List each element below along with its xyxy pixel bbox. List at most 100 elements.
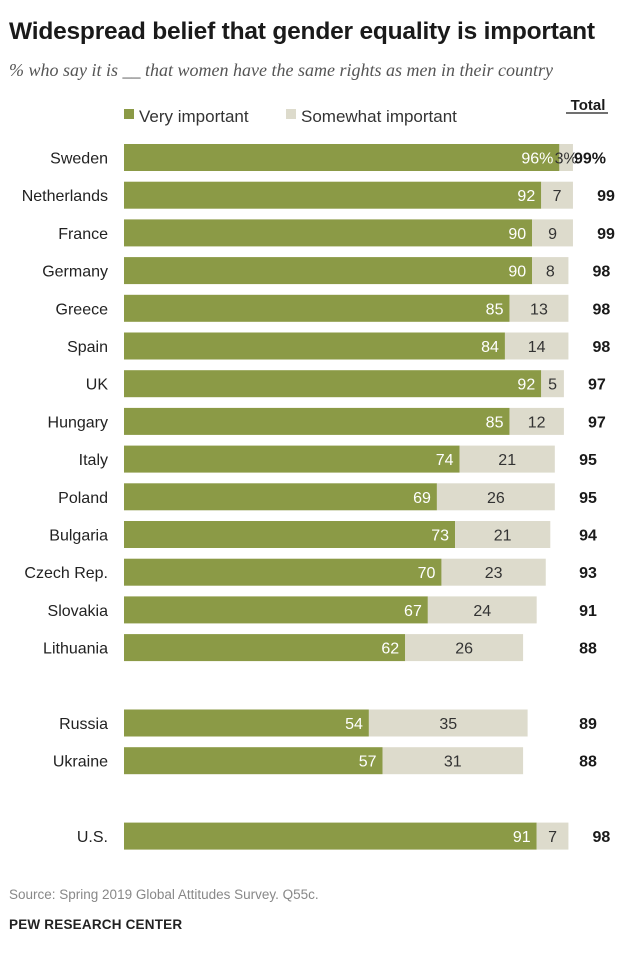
bar-somewhat-lithuania bbox=[405, 634, 524, 662]
country-label-spain: Spain bbox=[67, 339, 108, 356]
legend-label-very: Very important bbox=[139, 107, 249, 126]
total-label-italy: 95 bbox=[579, 452, 597, 469]
value-label-very-bulgaria: 73 bbox=[431, 528, 449, 545]
country-label-russia: Russia bbox=[59, 716, 108, 733]
total-label-bulgaria: 94 bbox=[579, 528, 597, 545]
bar-somewhat-u-s bbox=[536, 822, 569, 850]
total-label-spain: 98 bbox=[593, 339, 611, 356]
value-label-very-russia: 54 bbox=[345, 716, 363, 733]
value-label-somewhat-italy: 21 bbox=[498, 452, 516, 469]
value-label-very-sweden: 96% bbox=[521, 151, 553, 168]
bar-somewhat-spain bbox=[504, 332, 569, 360]
country-label-greece: Greece bbox=[56, 301, 109, 318]
value-label-somewhat-netherlands: 7 bbox=[553, 188, 562, 205]
value-label-somewhat-russia: 35 bbox=[439, 716, 457, 733]
bar-very-france bbox=[124, 219, 533, 247]
bar-somewhat-netherlands bbox=[541, 181, 573, 209]
bar-somewhat-france bbox=[532, 219, 573, 247]
value-label-very-poland: 69 bbox=[413, 490, 431, 507]
bar-somewhat-slovakia bbox=[427, 596, 537, 624]
value-label-somewhat-czech-rep: 23 bbox=[485, 565, 503, 582]
bar-somewhat-poland bbox=[436, 483, 555, 511]
total-label-sweden: 99% bbox=[574, 151, 606, 168]
stacked-bar-chart: Very important Somewhat important Total Swe… bbox=[22, 97, 615, 850]
value-label-very-italy: 74 bbox=[436, 452, 454, 469]
country-label-lithuania: Lithuania bbox=[43, 641, 108, 658]
bar-somewhat-hungary bbox=[509, 407, 564, 435]
legend-swatch-very bbox=[124, 109, 134, 119]
value-label-somewhat-greece: 13 bbox=[530, 301, 548, 318]
bar-somewhat-russia bbox=[368, 709, 528, 737]
value-label-very-spain: 84 bbox=[481, 339, 499, 356]
country-label-czech-rep: Czech Rep. bbox=[24, 565, 108, 582]
total-label-ukraine: 88 bbox=[579, 754, 597, 771]
bar-very-spain bbox=[124, 332, 505, 360]
source-note: Source: Spring 2019 Global Attitudes Sur… bbox=[9, 887, 319, 902]
bar-somewhat-greece bbox=[509, 294, 569, 322]
value-label-somewhat-slovakia: 24 bbox=[473, 603, 491, 620]
country-label-germany: Germany bbox=[42, 264, 108, 281]
total-label-czech-rep: 93 bbox=[579, 565, 597, 582]
value-label-very-ukraine: 57 bbox=[359, 754, 377, 771]
value-label-very-hungary: 85 bbox=[486, 414, 504, 431]
total-label-hungary: 97 bbox=[588, 414, 606, 431]
total-label-uk: 97 bbox=[588, 377, 606, 394]
bar-very-italy bbox=[124, 445, 460, 473]
total-label-greece: 98 bbox=[593, 301, 611, 318]
bar-very-greece bbox=[124, 294, 510, 322]
bar-somewhat-sweden bbox=[559, 144, 573, 171]
country-label-netherlands: Netherlands bbox=[22, 188, 108, 205]
total-column-header: Total bbox=[571, 97, 606, 114]
value-label-very-lithuania: 62 bbox=[381, 641, 399, 658]
value-label-very-france: 90 bbox=[508, 226, 526, 243]
total-label-lithuania: 88 bbox=[579, 641, 597, 658]
country-label-uk: UK bbox=[86, 377, 109, 394]
bar-somewhat-uk bbox=[541, 370, 564, 398]
bar-very-sweden bbox=[124, 144, 560, 171]
value-label-very-uk: 92 bbox=[517, 377, 535, 394]
chart-subtitle: % who say it is __ that women have the s… bbox=[9, 60, 553, 80]
bar-somewhat-czech-rep bbox=[441, 558, 546, 586]
bar-very-ukraine bbox=[124, 747, 383, 775]
bar-very-bulgaria bbox=[124, 521, 456, 548]
total-label-france: 99 bbox=[597, 226, 615, 243]
value-label-somewhat-u-s: 7 bbox=[548, 829, 557, 846]
value-label-somewhat-sweden: 3% bbox=[555, 151, 578, 168]
bar-very-lithuania bbox=[124, 634, 406, 662]
legend-swatch-somewhat bbox=[286, 109, 296, 119]
bar-very-hungary bbox=[124, 407, 510, 435]
total-label-germany: 98 bbox=[593, 264, 611, 281]
country-label-ukraine: Ukraine bbox=[53, 754, 108, 771]
bar-very-germany bbox=[124, 257, 533, 285]
bar-very-czech-rep bbox=[124, 558, 442, 586]
value-label-somewhat-hungary: 12 bbox=[528, 414, 546, 431]
value-label-very-u-s: 91 bbox=[513, 829, 531, 846]
country-label-sweden: Sweden bbox=[50, 151, 108, 168]
value-label-very-greece: 85 bbox=[486, 301, 504, 318]
chart-title: Widespread belief that gender equality i… bbox=[9, 18, 595, 45]
value-label-somewhat-germany: 8 bbox=[546, 264, 555, 281]
value-label-somewhat-ukraine: 31 bbox=[444, 754, 462, 771]
value-label-somewhat-spain: 14 bbox=[528, 339, 546, 356]
brand-label: PEW RESEARCH CENTER bbox=[9, 917, 183, 932]
country-label-bulgaria: Bulgaria bbox=[49, 528, 108, 545]
bar-very-russia bbox=[124, 709, 369, 737]
bar-somewhat-bulgaria bbox=[455, 521, 551, 548]
bar-somewhat-germany bbox=[532, 257, 569, 285]
value-label-somewhat-uk: 5 bbox=[548, 377, 557, 394]
value-label-somewhat-lithuania: 26 bbox=[455, 641, 473, 658]
bar-somewhat-ukraine bbox=[382, 747, 524, 775]
bar-very-uk bbox=[124, 370, 542, 398]
legend-label-somewhat: Somewhat important bbox=[301, 107, 457, 126]
country-label-poland: Poland bbox=[58, 490, 108, 507]
value-label-very-slovakia: 67 bbox=[404, 603, 422, 620]
country-label-u-s: U.S. bbox=[77, 829, 108, 846]
value-label-somewhat-bulgaria: 21 bbox=[494, 528, 512, 545]
bar-very-u-s bbox=[124, 822, 537, 850]
bar-very-slovakia bbox=[124, 596, 428, 624]
bar-very-poland bbox=[124, 483, 437, 511]
country-label-slovakia: Slovakia bbox=[48, 603, 109, 620]
total-label-netherlands: 99 bbox=[597, 188, 615, 205]
bar-very-netherlands bbox=[124, 181, 542, 209]
bar-somewhat-italy bbox=[459, 445, 555, 473]
